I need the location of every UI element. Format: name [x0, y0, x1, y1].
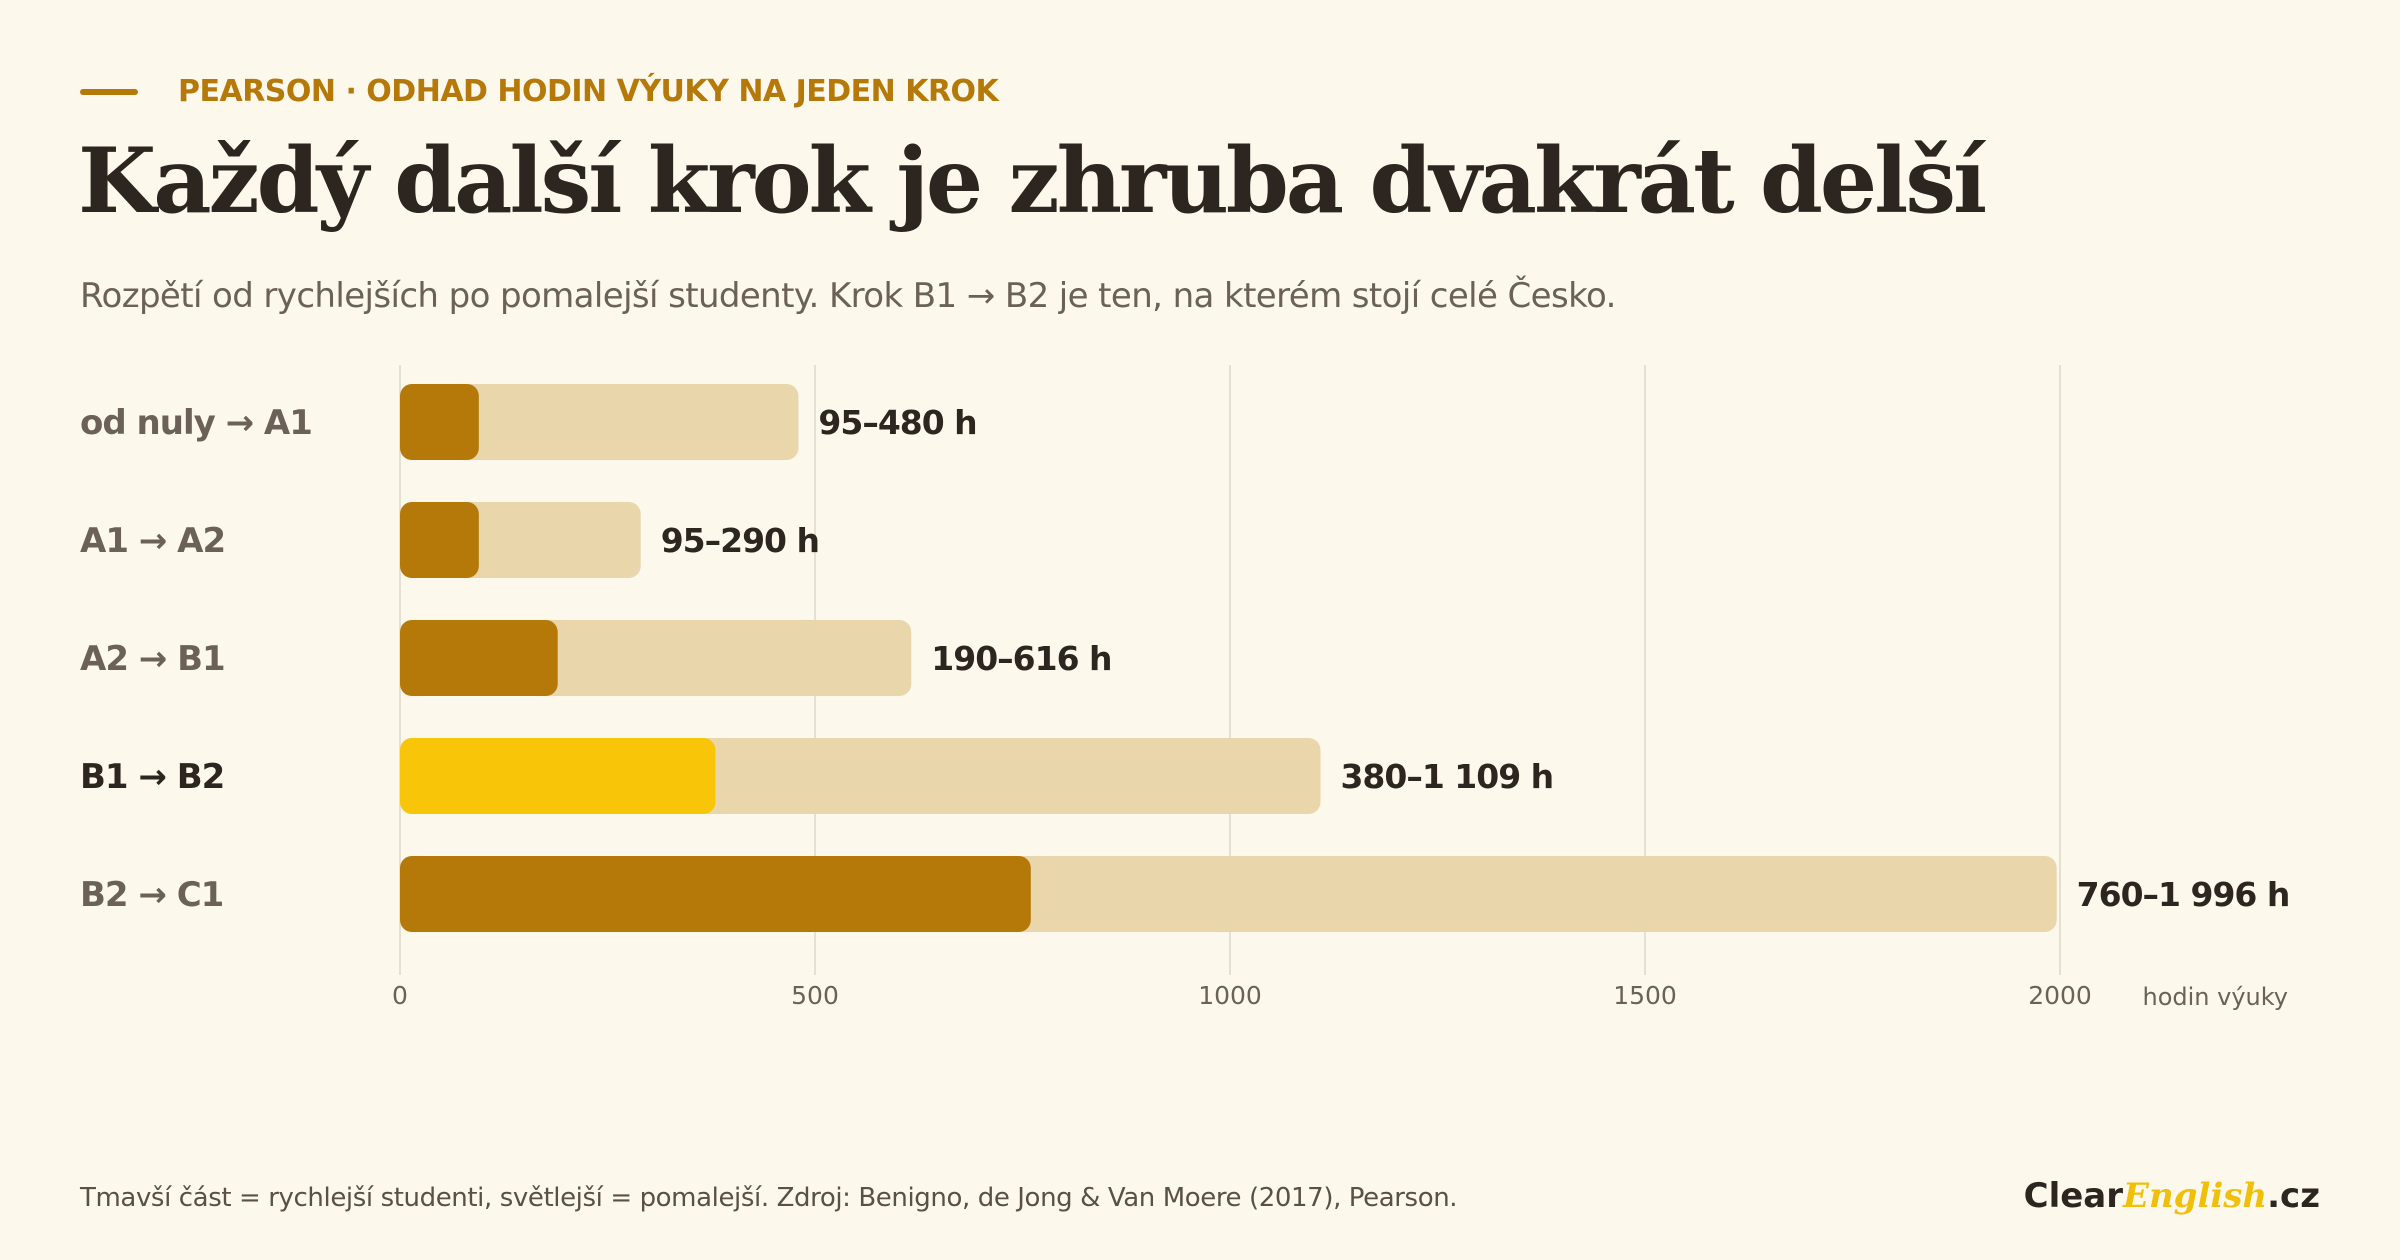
x-tick-label: 1000 — [1198, 981, 1262, 1010]
brand-mid: English — [2123, 1176, 2268, 1216]
x-tick-label: 0 — [392, 981, 408, 1010]
eyebrow-text: PEARSON · ODHAD HODIN VÝUKY NA JEDEN KRO… — [178, 74, 999, 109]
eyebrow: PEARSON · ODHAD HODIN VÝUKY NA JEDEN KRO… — [80, 74, 999, 109]
value-label: 95–290 h — [661, 521, 819, 560]
brand-logo[interactable]: ClearEnglish.cz — [2024, 1176, 2320, 1216]
category-label: A1 → A2 — [80, 521, 225, 561]
category-label: A2 → B1 — [80, 639, 225, 679]
x-tick-label: 500 — [791, 981, 839, 1010]
value-label: 760–1 996 h — [2077, 875, 2290, 914]
value-label: 190–616 h — [931, 639, 1111, 678]
value-label: 95–480 h — [818, 403, 976, 442]
bar-fast — [400, 856, 1031, 932]
bar-fast-highlight — [400, 738, 716, 814]
value-label: 380–1 109 h — [1340, 757, 1553, 796]
category-label: B1 → B2 — [80, 757, 224, 797]
bar-fast — [400, 620, 558, 696]
bar-fast — [400, 384, 479, 460]
category-label: B2 → C1 — [80, 875, 223, 915]
brand-start: Clear — [2023, 1176, 2124, 1216]
x-tick-label: 1500 — [1613, 981, 1677, 1010]
eyebrow-rule — [80, 88, 138, 95]
x-axis-label: hodin výuky — [2143, 983, 2289, 1011]
category-label: od nuly → A1 — [80, 403, 312, 443]
footer-note: Tmavší část = rychlejší studenti, světle… — [80, 1183, 1458, 1213]
brand-end: .cz — [2267, 1176, 2320, 1216]
bar-slow — [400, 384, 799, 460]
page-subtitle: Rozpětí od rychlejších po pomalejší stud… — [80, 276, 1616, 316]
page-title: Každý další krok je zhruba dvakrát delší — [78, 128, 1987, 234]
bar-fast — [400, 502, 479, 578]
x-tick-label: 2000 — [2028, 981, 2092, 1010]
